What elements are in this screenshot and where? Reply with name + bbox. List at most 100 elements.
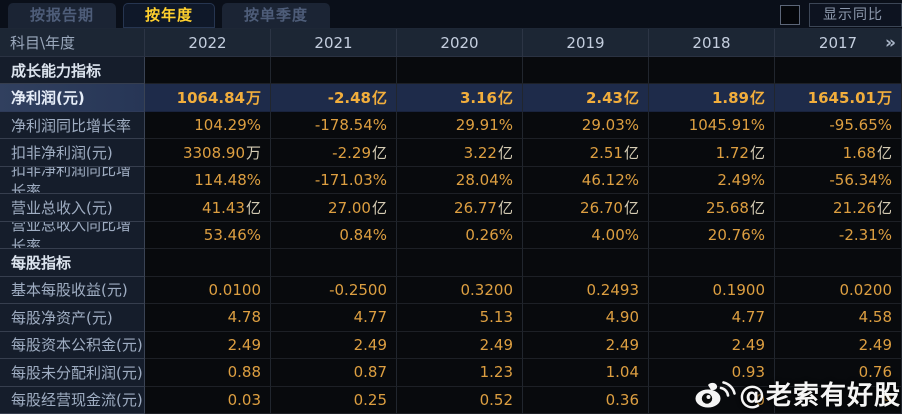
year-column-header[interactable]: 2021 [271, 29, 397, 57]
cell-value: 2.49 [731, 335, 765, 354]
corner-label: 科目\年度 [0, 29, 145, 57]
cell-unit: 万 [245, 89, 261, 108]
cell-value: 4.00% [591, 226, 639, 245]
cell-value: 1.68 [842, 143, 876, 162]
row-label: 每股经营现金流(元) [0, 386, 145, 414]
table-row[interactable]: 基本每股收益(元) 0.0100 -0.2500 0.3200 0.2493 0.1900… [0, 276, 902, 305]
value-cell: 0.52 [397, 386, 523, 414]
cell-unit: 亿 [749, 89, 765, 108]
cell-value: 114.48% [194, 171, 261, 190]
value-cell [523, 249, 649, 277]
cell-value: 104.29% [194, 116, 261, 135]
cell-value: 0 [755, 390, 765, 409]
section-row[interactable]: 每股指标 [0, 249, 902, 277]
table-row[interactable]: 营业总收入同比增长率 53.46% 0.84% 0.26% 4.00% 20.76% -2.… [0, 221, 902, 250]
cell-value: 0.76 [858, 363, 892, 382]
cell-value: 29.03% [581, 116, 639, 135]
value-cell: 2.49% [649, 166, 775, 195]
cell-value: 0.52 [479, 390, 513, 409]
cell-value: 41.43 [202, 198, 245, 217]
more-years-icon[interactable]: » [885, 32, 896, 53]
value-cell: 2.49 [145, 331, 271, 360]
year-column-header[interactable]: 2022 [145, 29, 271, 57]
value-cell [397, 57, 523, 85]
cell-value: 26.70 [580, 198, 623, 217]
value-cell: 1.04 [523, 359, 649, 387]
cell-unit: 亿 [371, 199, 387, 218]
value-cell: 1.68 亿 [775, 139, 902, 167]
cell-unit: 亿 [623, 199, 639, 218]
value-cell: 104.29% [145, 111, 271, 140]
cell-value: 2.51 [589, 143, 623, 162]
row-label: 扣非净利润(元) [0, 139, 145, 167]
cell-unit: 万 [245, 144, 261, 163]
table-header-row: 科目\年度 2022 2021 2020 2019 2018 2017 » [0, 29, 902, 57]
cell-value: 4.58 [858, 308, 892, 327]
value-cell: 41.43 亿 [145, 194, 271, 222]
cell-value: 1064.84 [176, 88, 245, 107]
tab-by-report-period[interactable]: 按报告期 [8, 3, 117, 28]
table-row[interactable]: 每股经营现金流(元) 0.03 0.25 0.52 0.36 0 9 [0, 386, 902, 414]
cell-value: 1.23 [479, 363, 513, 382]
value-cell [271, 249, 397, 277]
value-cell: 2.43 亿 [523, 84, 649, 112]
cell-value: -2.31% [838, 226, 892, 245]
tab-bar-right: 显示同比 [780, 0, 902, 29]
value-cell: 0 [649, 386, 775, 414]
cell-value: 4.77 [353, 308, 387, 327]
cell-value: 1.72 [715, 143, 749, 162]
year-column-header[interactable]: 2017 » [775, 29, 902, 57]
value-cell: 4.58 [775, 304, 902, 332]
year-column-header[interactable]: 2018 [649, 29, 775, 57]
table-row[interactable]: 营业总收入(元) 41.43 亿 27.00 亿 26.77 亿 26.70 亿 25.68 亿 21… [0, 194, 902, 222]
value-cell: 9 [775, 386, 902, 414]
cell-value: 0.36 [605, 390, 639, 409]
cell-value: 1.89 [711, 88, 749, 107]
cell-value: 0.0100 [208, 280, 262, 299]
table-row[interactable]: 每股未分配利润(元) 0.88 0.87 1.23 1.04 0.93 0.76 [0, 359, 902, 387]
cell-unit: 亿 [497, 199, 513, 218]
year-label: 2020 [440, 33, 479, 52]
cell-unit: 亿 [876, 144, 892, 163]
cell-value: 0.88 [227, 363, 261, 382]
section-label: 每股指标 [0, 249, 145, 277]
value-cell: -2.31% [775, 221, 902, 250]
cell-value: 2.49 [479, 335, 513, 354]
value-cell: 1645.01 万 [775, 84, 902, 112]
table-row[interactable]: 每股净资产(元) 4.78 4.77 5.13 4.90 4.77 4.58 [0, 304, 902, 332]
period-tabs: 按报告期 按年度 按单季度 [0, 0, 331, 28]
table-row[interactable]: 扣非净利润同比增长率 114.48% -171.03% 28.04% 46.12% 2.4… [0, 166, 902, 195]
value-cell: 3.22 亿 [397, 139, 523, 167]
cell-unit: 亿 [623, 89, 639, 108]
cell-value: 9 [882, 390, 892, 409]
value-cell: 2.49 [271, 331, 397, 360]
cell-value: 1645.01 [807, 88, 876, 107]
value-cell: 26.70 亿 [523, 194, 649, 222]
cell-unit: 亿 [371, 89, 387, 108]
value-cell: 21.26 亿 [775, 194, 902, 222]
section-label: 成长能力指标 [0, 57, 145, 85]
table-row[interactable]: 净利润(元) 1064.84 万 -2.48 亿 3.16 亿 2.43 亿 1.89 亿 1645.… [0, 84, 902, 112]
cell-value: 1045.91% [688, 116, 765, 135]
tab-by-year[interactable]: 按年度 [123, 3, 216, 28]
cell-value: 3308.90 [182, 143, 245, 162]
table-row[interactable]: 净利润同比增长率 104.29% -178.54% 29.91% 29.03% 1045.… [0, 111, 902, 140]
year-column-header[interactable]: 2020 [397, 29, 523, 57]
value-cell: -178.54% [271, 111, 397, 140]
value-cell: 28.04% [397, 166, 523, 195]
tab-by-quarter[interactable]: 按单季度 [222, 3, 331, 28]
value-cell: 0.2493 [523, 276, 649, 305]
section-row[interactable]: 成长能力指标 [0, 57, 902, 85]
cell-value: -2.29 [332, 143, 371, 162]
table-row[interactable]: 扣非净利润(元) 3308.90 万 -2.29 亿 3.22 亿 2.51 亿 1.72 亿 1.6… [0, 139, 902, 167]
value-cell: 20.76% [649, 221, 775, 250]
value-cell: 0.1900 [649, 276, 775, 305]
show-yoy-button[interactable]: 显示同比 [809, 2, 902, 27]
value-cell: 0.87 [271, 359, 397, 387]
value-cell [397, 249, 523, 277]
value-cell: 29.03% [523, 111, 649, 140]
year-column-header[interactable]: 2019 [523, 29, 649, 57]
cell-value: 2.49% [717, 171, 765, 190]
show-yoy-checkbox[interactable] [780, 4, 800, 25]
table-row[interactable]: 每股资本公积金(元) 2.49 2.49 2.49 2.49 2.49 2.49 [0, 331, 902, 360]
